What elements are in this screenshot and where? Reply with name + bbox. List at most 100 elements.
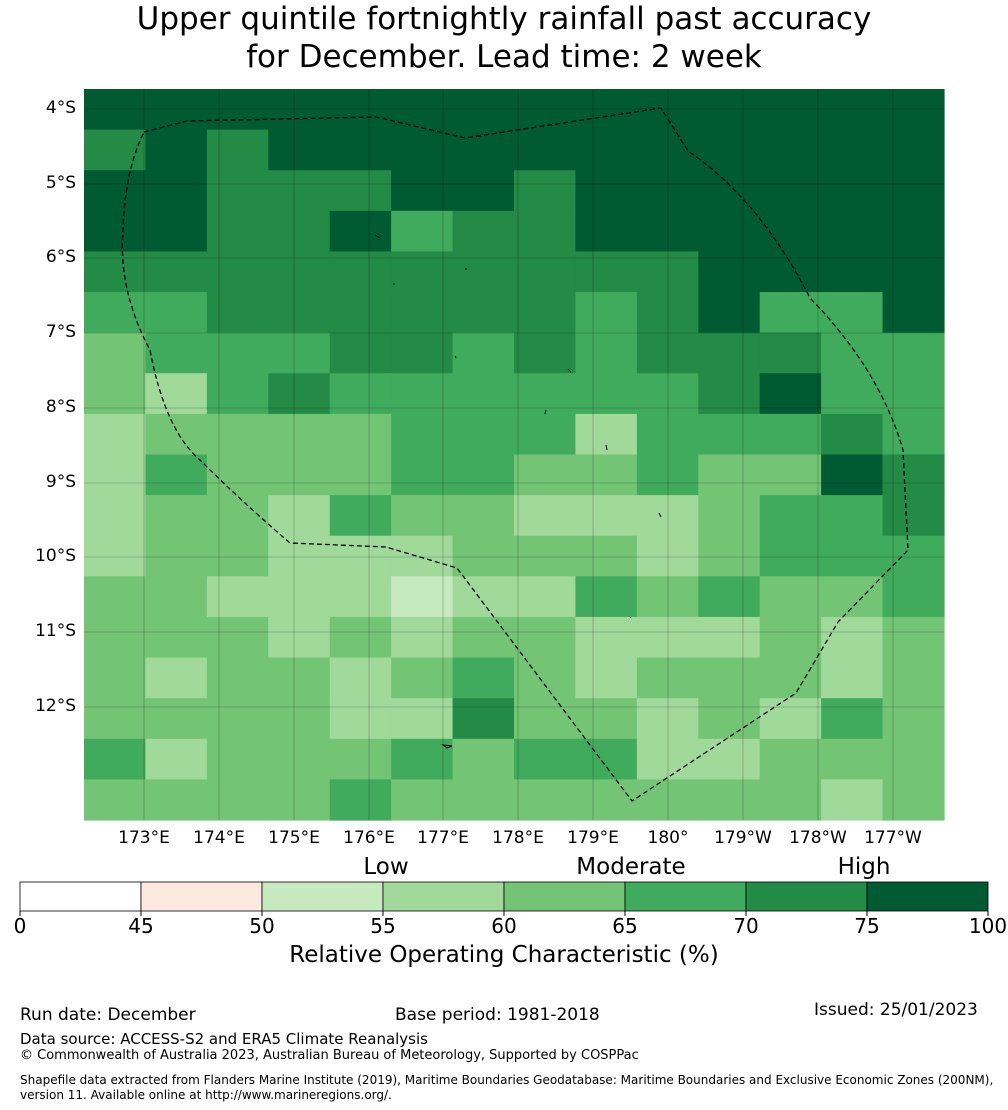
colorbar-tick-label: 100	[968, 914, 1008, 938]
shapefile-credit-line-1: Shapefile data extracted from Flanders M…	[20, 1073, 994, 1087]
colorbar-tick-label: 60	[491, 914, 517, 938]
grid-cell	[575, 251, 638, 293]
grid-cell	[84, 576, 147, 618]
grid-cell	[575, 170, 638, 212]
grid-cell	[329, 495, 392, 537]
grid-cell	[391, 454, 454, 496]
colorbar-bin	[382, 881, 505, 912]
grid-cell	[84, 373, 147, 415]
grid-cell	[452, 251, 515, 293]
grid-cell	[145, 292, 208, 334]
grid-cell	[329, 89, 392, 131]
lat-label: 5°S	[45, 173, 76, 193]
grid-cell	[206, 373, 269, 415]
grid-cell	[514, 210, 577, 253]
grid-cell	[514, 89, 577, 131]
grid-cell	[636, 535, 699, 577]
grid-cell	[391, 738, 454, 780]
colorbar-bin	[19, 881, 142, 912]
grid-cell	[206, 332, 269, 374]
colorbar-category-high: High	[837, 854, 891, 880]
grid-cell	[206, 292, 269, 334]
island-mark	[374, 234, 381, 239]
grid-cell	[698, 535, 761, 577]
grid-cell	[84, 616, 147, 659]
grid-cell	[698, 738, 761, 780]
grid-cell	[268, 129, 331, 171]
grid-cell	[391, 89, 454, 131]
grid-cell	[514, 616, 577, 659]
grid-cell	[882, 495, 945, 537]
grid-cell	[268, 251, 331, 293]
grid-cell	[452, 495, 515, 537]
grid-cell	[821, 292, 884, 334]
grid-cell	[84, 495, 147, 537]
colorbar-bin	[866, 881, 989, 912]
islands	[374, 234, 662, 749]
grid-cell	[514, 535, 577, 577]
colorbar-tick-label: 65	[612, 914, 638, 938]
grid-cell	[206, 738, 269, 780]
grid-cell	[821, 779, 884, 821]
grid-cell	[698, 454, 761, 496]
grid-cell	[575, 373, 638, 415]
grid-cell	[575, 495, 638, 537]
grid-cell	[452, 657, 515, 699]
grid-cell	[391, 292, 454, 334]
grid-cell	[882, 576, 945, 618]
lon-label: 178°E	[492, 828, 544, 848]
shapefile-credit-line-2: version 11. Available online at http://w…	[20, 1088, 392, 1102]
grid-cell	[268, 292, 331, 334]
colorbar-bin	[745, 881, 868, 912]
colorbar	[19, 881, 989, 916]
grid-cell	[514, 129, 577, 171]
grid-cell	[698, 129, 761, 171]
grid-cell	[514, 413, 577, 456]
lon-label: 177°W	[864, 828, 922, 848]
colorbar-tick-label: 55	[370, 914, 396, 938]
grid-cell	[636, 779, 699, 821]
grid-cell	[329, 251, 392, 293]
grid-cell	[575, 89, 638, 131]
grid-cell	[759, 495, 822, 537]
grid-cell	[268, 373, 331, 415]
colorbar-tick-label: 0	[13, 914, 27, 938]
grid-cell	[391, 129, 454, 171]
grid-cell	[452, 738, 515, 780]
lon-label: 174°E	[193, 828, 245, 848]
grid-cell	[636, 495, 699, 537]
grid-cell	[514, 779, 577, 821]
grid-cell	[698, 616, 761, 659]
issued-date: Issued: 25/01/2023	[814, 1000, 978, 1020]
grid-cell	[821, 373, 884, 415]
grid-cell	[759, 292, 822, 334]
grid-cell	[759, 454, 822, 496]
grid-cell	[698, 292, 761, 334]
grid-cell	[821, 576, 884, 618]
grid-cell	[882, 616, 945, 659]
island-mark	[658, 512, 662, 518]
lon-label: 177°E	[417, 828, 469, 848]
data-source: Data source: ACCESS-S2 and ERA5 Climate …	[20, 1030, 428, 1048]
grid-cell	[575, 210, 638, 253]
grid-cell	[268, 210, 331, 253]
grid-cell	[84, 413, 147, 456]
grid-cell	[391, 251, 454, 293]
grid-cell	[145, 535, 208, 577]
grid-cell	[882, 779, 945, 821]
grid-cell	[759, 535, 822, 577]
grid-cell	[329, 170, 392, 212]
lon-label: 173°E	[118, 828, 170, 848]
grid-cell	[821, 738, 884, 780]
grid-cell	[268, 738, 331, 780]
grid-cell	[514, 332, 577, 374]
colorbar-title: Relative Operating Characteristic (%)	[289, 942, 719, 968]
grid-cell	[145, 332, 208, 374]
grid-cell	[759, 413, 822, 456]
grid-cell	[329, 210, 392, 253]
grid-cell	[268, 495, 331, 537]
grid-cell	[391, 657, 454, 699]
grid-cell	[514, 657, 577, 699]
rainfall-accuracy-grid	[84, 89, 945, 821]
